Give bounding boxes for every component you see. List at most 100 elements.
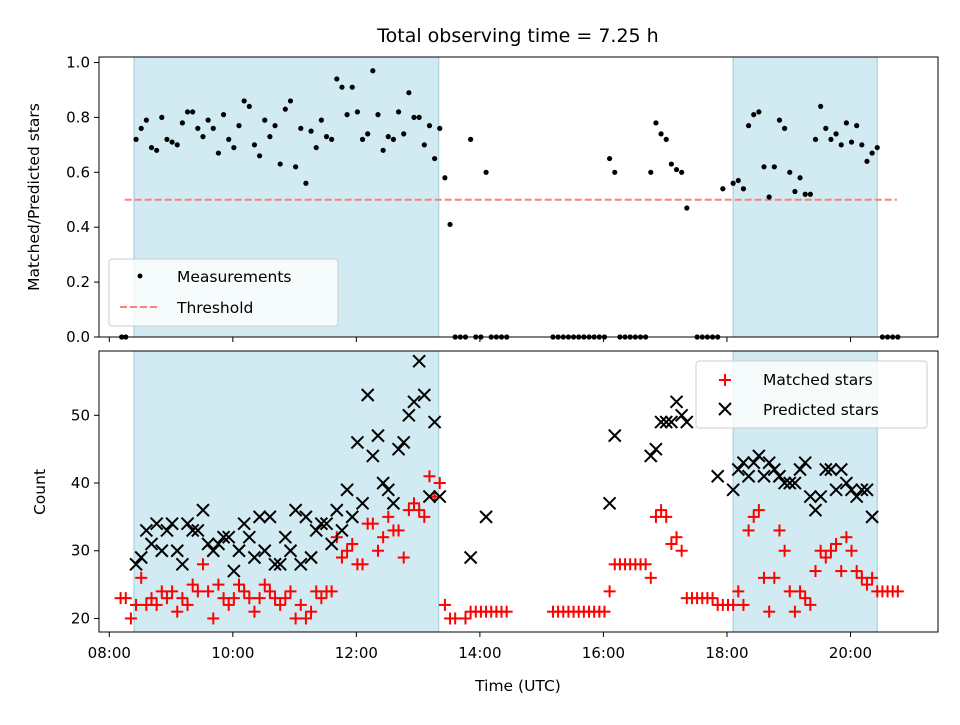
matched-point (263, 585, 276, 598)
measurement-point (416, 114, 422, 120)
measurement-point (370, 68, 376, 74)
matched-point (325, 585, 338, 598)
predicted-point (129, 557, 143, 571)
predicted-point (160, 523, 174, 538)
predicted-point (752, 449, 766, 463)
predicted-point (608, 428, 622, 443)
predicted-point (263, 510, 277, 524)
predicted-point (191, 523, 205, 538)
matched-point (341, 544, 354, 557)
predicted-point (860, 483, 874, 497)
measurement-point (679, 169, 685, 175)
predicted-point (808, 503, 823, 517)
observing-window-1 (133, 350, 440, 633)
legend-box (108, 258, 339, 327)
predicted-point (252, 510, 267, 524)
predicted-point (196, 503, 210, 517)
measurement-point (612, 169, 618, 175)
predicted-point (819, 462, 833, 477)
measurement-point (359, 136, 366, 142)
matched-point (763, 605, 776, 618)
measurement-point (812, 136, 819, 142)
measurement-point (447, 221, 453, 228)
predicted-point (386, 496, 401, 511)
measurement-point (246, 103, 252, 110)
matched-point (804, 598, 817, 611)
predicted-point (324, 537, 339, 551)
predicted-point (134, 550, 148, 565)
predicted-point (242, 530, 257, 544)
measurement-point (174, 142, 180, 148)
x-tick-label: 16:00 (582, 644, 625, 662)
predicted-point (674, 408, 689, 423)
matched-point (850, 565, 863, 578)
measurement-point (751, 112, 757, 118)
measurement-point (231, 144, 237, 151)
predicted-point (381, 483, 395, 497)
predicted-point (237, 516, 251, 531)
predicted-point (273, 557, 287, 571)
predicted-point (355, 496, 370, 511)
matched-point (891, 585, 904, 598)
measurement-point (859, 142, 865, 148)
y-tick-label: 0.0 (66, 328, 90, 346)
measurement-point (792, 188, 798, 195)
predicted-point (788, 476, 802, 490)
matched-point (773, 524, 786, 537)
measurement-point (648, 169, 654, 175)
matched-point (186, 578, 199, 591)
measurement-point (782, 125, 788, 131)
measurement-point (154, 147, 160, 153)
matched-point (346, 537, 359, 550)
predicted-point (170, 544, 184, 558)
matched-point (660, 510, 673, 523)
measurement-point (766, 194, 772, 200)
matched-point (124, 612, 137, 625)
matched-point (202, 585, 215, 598)
y-axis-label: Matched/Predicted stars (25, 103, 43, 291)
matched-point (258, 578, 271, 591)
predicted-point (798, 456, 812, 470)
matched-point (860, 578, 873, 591)
predicted-point (376, 476, 390, 490)
predicted-point (144, 537, 159, 551)
x-tick-label: 20:00 (829, 644, 872, 662)
predicted-point (726, 483, 740, 497)
x-tick-label: 18:00 (705, 644, 748, 662)
measurement-point (210, 125, 216, 131)
measurement-point (869, 150, 875, 156)
predicted-point (201, 537, 215, 551)
matched-point (222, 598, 235, 611)
measurement-point (442, 175, 448, 181)
y-axis-label: Count (31, 469, 49, 515)
matched-point (655, 504, 668, 517)
matched-point (176, 592, 189, 605)
legend-label-threshold: Threshold (176, 299, 253, 317)
predicted-point (139, 523, 154, 538)
measurement-point (658, 131, 664, 137)
measurement-point (653, 120, 659, 126)
matched-point (233, 578, 246, 591)
measurement-point (277, 161, 283, 167)
matched-point (377, 531, 390, 544)
predicted-point (844, 483, 859, 497)
x-tick-label: 14:00 (458, 644, 501, 662)
predicted-point (155, 544, 169, 558)
measurement-point (756, 109, 762, 115)
matched-point (840, 531, 853, 544)
measurement-point (349, 84, 355, 90)
measurement-point (143, 117, 149, 123)
y-tick-label: 1.0 (66, 53, 90, 71)
legend-box (695, 360, 928, 429)
predicted-point (278, 530, 293, 544)
measurement-point (673, 166, 680, 173)
predicted-point (757, 469, 771, 483)
predicted-point (772, 469, 787, 483)
measurement-point (308, 128, 314, 134)
matched-point (310, 585, 323, 598)
legend-marker-matched (719, 374, 731, 386)
ratio-panel: 0.0 0.2 0.4 0.6 0.8 1.0 Matched/Predicted sta… (25, 53, 939, 346)
matched-point (227, 592, 240, 605)
measurement-point (406, 90, 412, 96)
